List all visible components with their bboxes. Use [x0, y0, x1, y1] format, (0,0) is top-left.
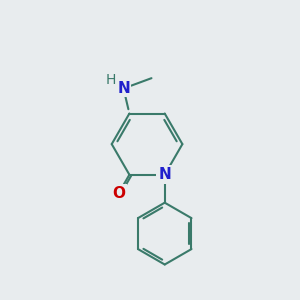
Text: H: H — [106, 73, 116, 87]
Text: N: N — [158, 167, 171, 182]
Text: O: O — [112, 186, 125, 201]
Text: N: N — [117, 81, 130, 96]
